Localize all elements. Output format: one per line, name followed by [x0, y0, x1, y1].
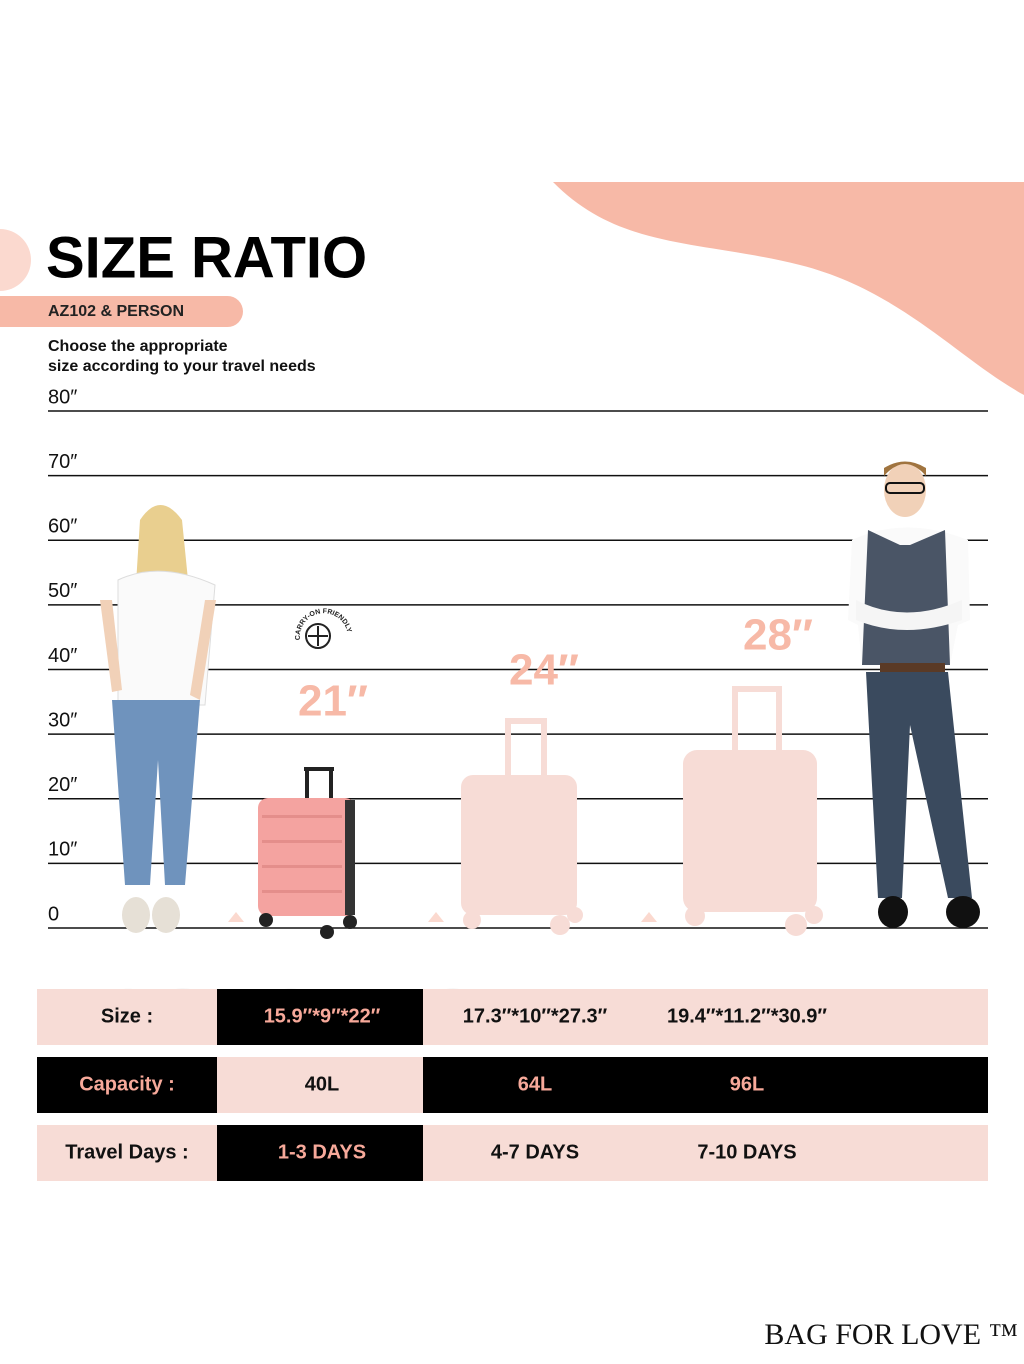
cell-value: 17.3″*10″*27.3″	[463, 1005, 608, 1027]
scale-label: 40″	[48, 645, 77, 667]
cell-value: 4-7 DAYS	[491, 1141, 579, 1163]
cell-bg	[217, 1125, 423, 1181]
row-label: Size :	[101, 1005, 153, 1027]
label-bg	[37, 989, 217, 1045]
suitcase-size: 24″	[509, 646, 579, 695]
cell-value: 96L	[730, 1073, 764, 1095]
description: size according to your travel needs	[48, 358, 316, 375]
scale-label: 70″	[48, 451, 77, 473]
subtitle-pill	[0, 296, 243, 327]
suitcase-size: 21″	[298, 677, 368, 726]
cell-bg	[217, 1057, 423, 1113]
carry-on-badge: CARRY-ON FRIENDLY	[295, 608, 352, 649]
scale-label: 0	[48, 903, 59, 925]
scale-label: 30″	[48, 709, 77, 731]
cell-value: 15.9″*9″*22″	[264, 1005, 381, 1027]
suitcase-24	[428, 718, 583, 935]
cell-value: 19.4″*11.2″*30.9″	[667, 1005, 827, 1027]
description: Choose the appropriate	[48, 338, 228, 355]
cell-value: 7-10 DAYS	[697, 1141, 796, 1163]
cell-bg	[217, 989, 423, 1045]
scale-label: 60″	[48, 516, 77, 538]
scale-label: 80″	[48, 386, 77, 408]
scale-label: 20″	[48, 774, 77, 796]
cell-value: 40L	[305, 1073, 339, 1095]
brand: BAG FOR LOVE ™	[764, 1318, 1018, 1351]
label-bg	[37, 1057, 217, 1113]
suitcase-size: 28″	[743, 611, 813, 660]
suitcase-28	[641, 686, 823, 936]
row-label: Capacity :	[79, 1073, 175, 1095]
label-bg	[37, 1125, 217, 1181]
subtitle: AZ102 & PERSON	[48, 303, 184, 320]
title: SIZE RATIO	[46, 225, 367, 290]
scale-label: 50″	[48, 580, 77, 602]
woman-figure	[100, 505, 216, 933]
cell-value: 1-3 DAYS	[278, 1141, 366, 1163]
row-label: Travel Days :	[65, 1141, 188, 1163]
scale-label: 10″	[48, 839, 77, 861]
spec-table: BAG FOR LOVE™Size :15.9″*9″*22″17.3″*10″…	[37, 973, 988, 1181]
cell-value: 64L	[518, 1073, 552, 1095]
decor-dot	[0, 229, 31, 291]
man-figure	[848, 461, 980, 928]
suitcase-21	[228, 767, 357, 939]
decor-blob	[553, 182, 1024, 395]
